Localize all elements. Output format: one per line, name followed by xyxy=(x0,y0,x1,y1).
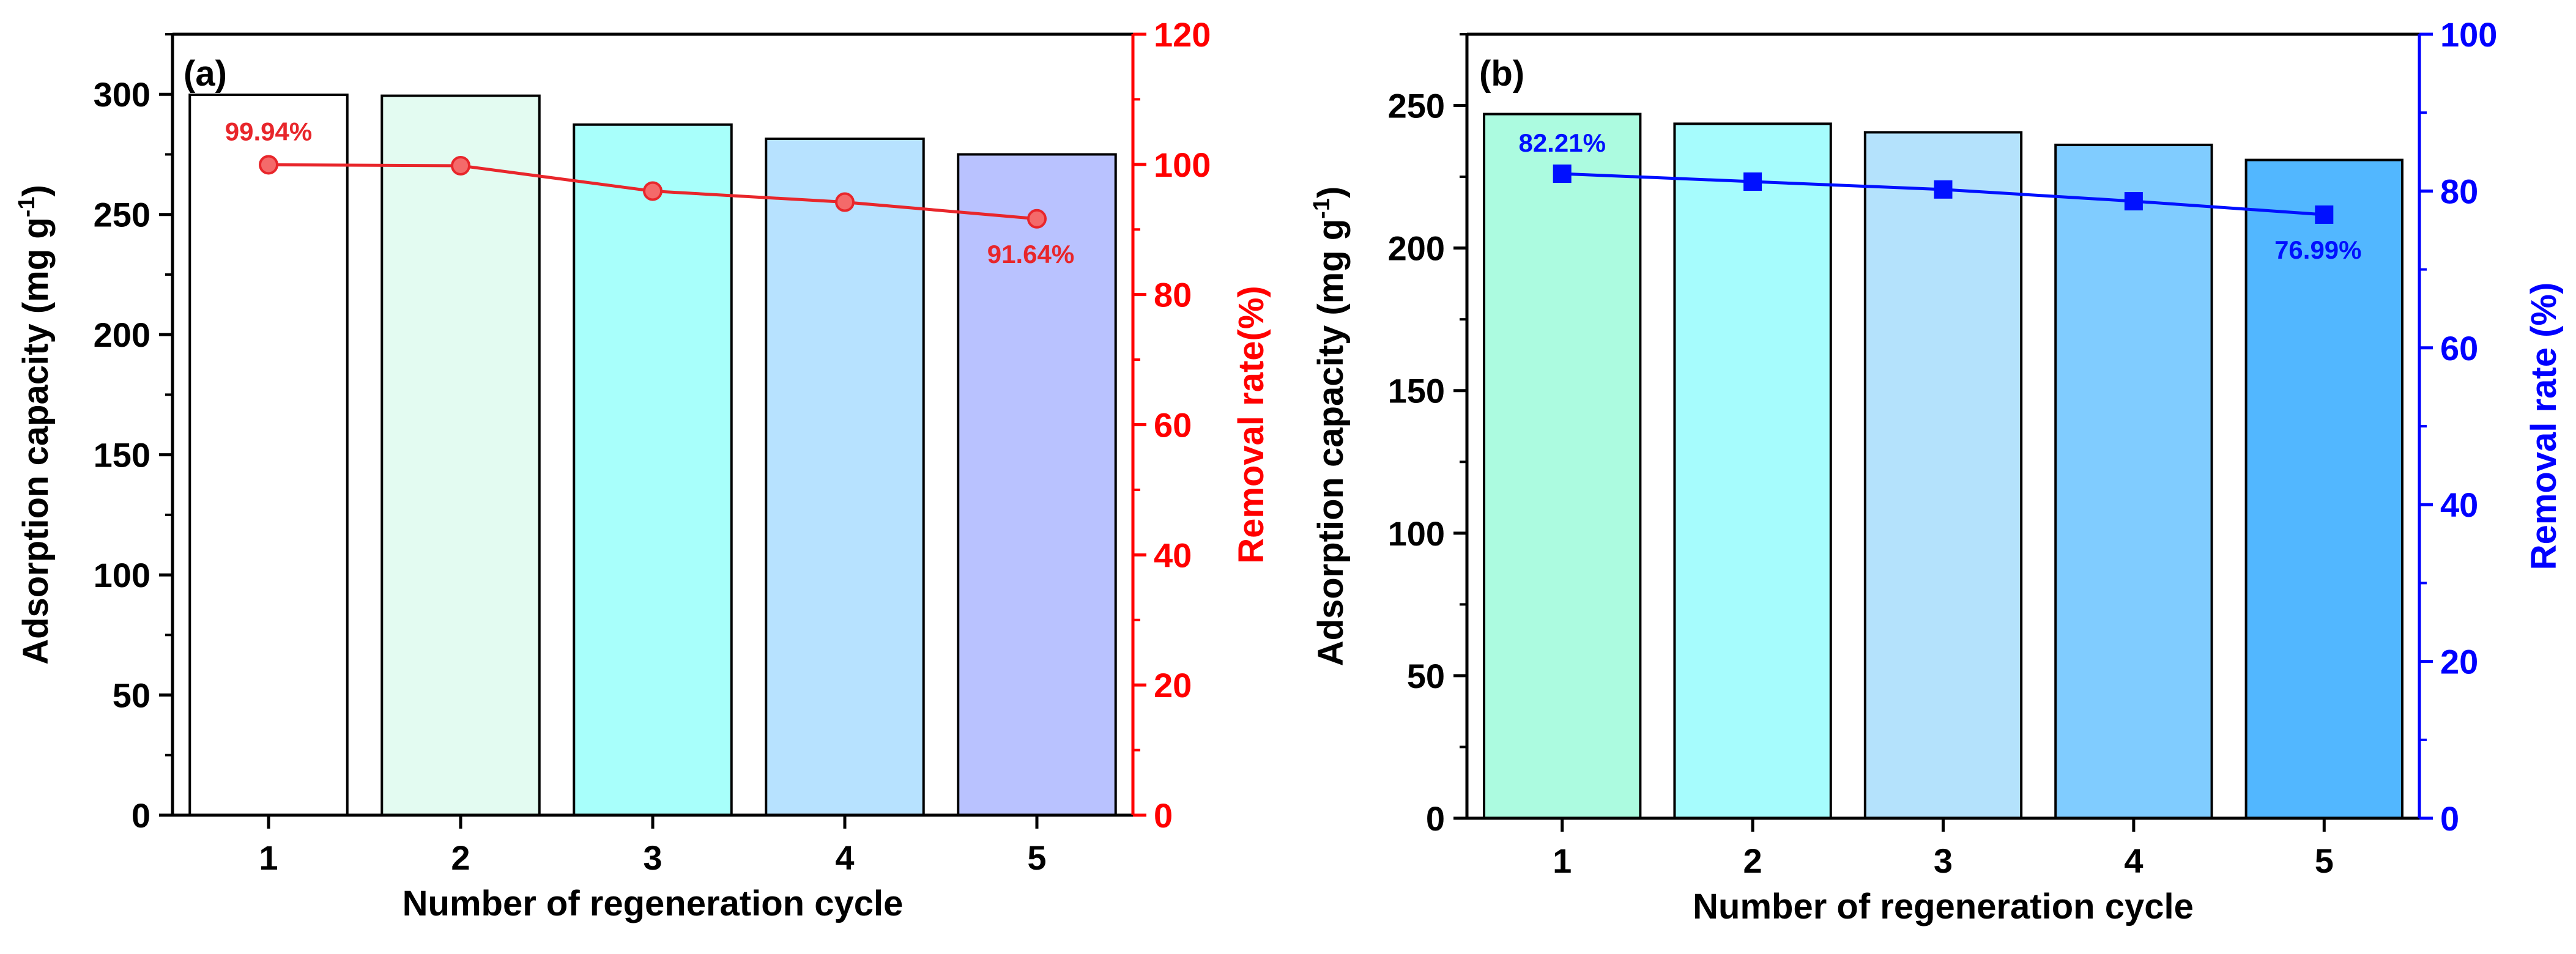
left-axis-title-sup: -1 xyxy=(1309,198,1335,219)
left-tick-label: 100 xyxy=(1388,514,1445,553)
x-tick-label: 1 xyxy=(1553,841,1572,880)
panel-b: 0 50 100 150 200 250 0 20 40 60 80 100 1 2 3 4 5 82.21% 76… xyxy=(1309,15,2564,926)
panel-letter: (b) xyxy=(1479,54,1524,94)
left-axis-title-end: ) xyxy=(16,185,56,196)
left-tick-label: 200 xyxy=(1388,229,1445,268)
x-tick-label: 5 xyxy=(2315,841,2334,880)
right-tick-label: 120 xyxy=(1154,15,1211,54)
left-tick-label: 250 xyxy=(94,196,150,234)
bar-5 xyxy=(957,153,1117,816)
bar-1 xyxy=(188,94,349,817)
line-point-1 xyxy=(259,155,278,175)
bar-4 xyxy=(2054,143,2213,819)
right-tick-label: 100 xyxy=(2440,15,2497,54)
panel-letter: (a) xyxy=(184,54,227,94)
left-tick-label: 50 xyxy=(1407,657,1445,695)
x-tick-label: 3 xyxy=(1934,841,1953,880)
x-axis-title: Number of regeneration cycle xyxy=(403,884,904,923)
x-tick-label: 5 xyxy=(1027,838,1046,877)
right-tick-label: 40 xyxy=(2440,486,2478,524)
bar-2 xyxy=(1673,122,1832,819)
left-tick-label: 0 xyxy=(1426,799,1445,838)
line-point-4 xyxy=(2124,192,2143,211)
left-axis-title-sup: -1 xyxy=(14,197,40,218)
line-point-3 xyxy=(643,181,663,201)
line-point-3 xyxy=(1934,180,1953,199)
left-tick-label: 150 xyxy=(94,436,150,475)
right-tick-label: 60 xyxy=(2440,329,2478,368)
bar-1 xyxy=(1483,113,1642,820)
line-point-4 xyxy=(835,192,855,212)
right-tick-label: 60 xyxy=(1154,406,1192,445)
left-tick-label: 150 xyxy=(1388,372,1445,410)
bar-3 xyxy=(573,123,733,816)
left-axis-title-end: ) xyxy=(1311,187,1351,198)
right-tick-label: 0 xyxy=(2440,799,2459,838)
left-axis-title: Adsorption capacity (mg g-1) xyxy=(1309,187,1351,667)
bar-4 xyxy=(765,137,925,817)
x-tick-label: 3 xyxy=(643,838,662,877)
x-tick-label: 4 xyxy=(2124,841,2143,880)
annotation-0: 99.94% xyxy=(225,117,312,146)
right-tick-label: 100 xyxy=(1154,146,1211,184)
x-tick-label: 1 xyxy=(259,838,278,877)
annotation-1: 91.64% xyxy=(987,240,1074,268)
annotation-0: 82.21% xyxy=(1518,128,1605,157)
left-axis-title-main: Adsorption capacity (mg g xyxy=(16,217,56,665)
right-axis-title: Removal rate(%) xyxy=(1231,286,1271,563)
bar-3 xyxy=(1863,131,2023,819)
right-tick-label: 20 xyxy=(1154,666,1192,704)
bar-5 xyxy=(2244,158,2403,819)
left-tick-label: 200 xyxy=(94,316,150,354)
x-tick-label: 4 xyxy=(835,838,854,877)
left-tick-label: 0 xyxy=(132,796,150,835)
right-tick-label: 80 xyxy=(1154,276,1192,314)
x-tick-label: 2 xyxy=(1743,841,1762,880)
line-point-1 xyxy=(1553,165,1572,183)
panel-a: 0 50 100 150 200 250 300 0 20 40 60 80 100 120 1 2 3 4 5 99… xyxy=(14,15,1271,923)
line-point-2 xyxy=(1743,172,1762,191)
left-axis-title-main: Adsorption capacity (mg g xyxy=(1311,219,1351,667)
right-tick-label: 20 xyxy=(2440,643,2478,681)
annotation-1: 76.99% xyxy=(2274,235,2361,264)
x-tick-label: 2 xyxy=(451,838,470,877)
left-tick-label: 50 xyxy=(113,676,150,715)
right-tick-label: 0 xyxy=(1154,796,1173,835)
line-point-5 xyxy=(2315,205,2334,224)
line-point-2 xyxy=(451,155,470,176)
left-tick-label: 300 xyxy=(94,75,150,114)
line-point-5 xyxy=(1027,209,1047,229)
bar-2 xyxy=(380,94,541,817)
right-axis-title: Removal rate (%) xyxy=(2524,283,2564,571)
right-tick-label: 80 xyxy=(2440,172,2478,210)
x-axis-title: Number of regeneration cycle xyxy=(1693,887,2194,926)
right-tick-label: 40 xyxy=(1154,536,1192,574)
left-tick-label: 100 xyxy=(94,556,150,594)
left-axis-title: Adsorption capacity (mg g-1) xyxy=(14,185,56,665)
left-tick-label: 250 xyxy=(1388,87,1445,125)
